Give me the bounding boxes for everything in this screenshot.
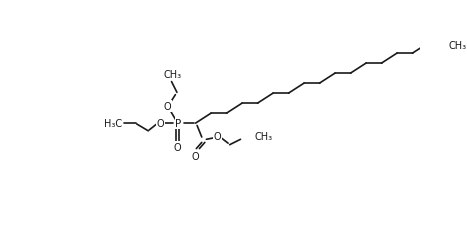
Text: CH₃: CH₃ xyxy=(163,70,181,79)
Text: O: O xyxy=(213,132,221,142)
Text: CH₃: CH₃ xyxy=(255,132,273,142)
Text: O: O xyxy=(174,142,182,152)
Text: CH₃: CH₃ xyxy=(448,40,467,50)
Text: H₃C: H₃C xyxy=(104,119,122,128)
Text: O: O xyxy=(164,102,171,112)
Text: O: O xyxy=(192,152,199,162)
Text: O: O xyxy=(157,119,164,128)
Text: P: P xyxy=(176,119,182,128)
